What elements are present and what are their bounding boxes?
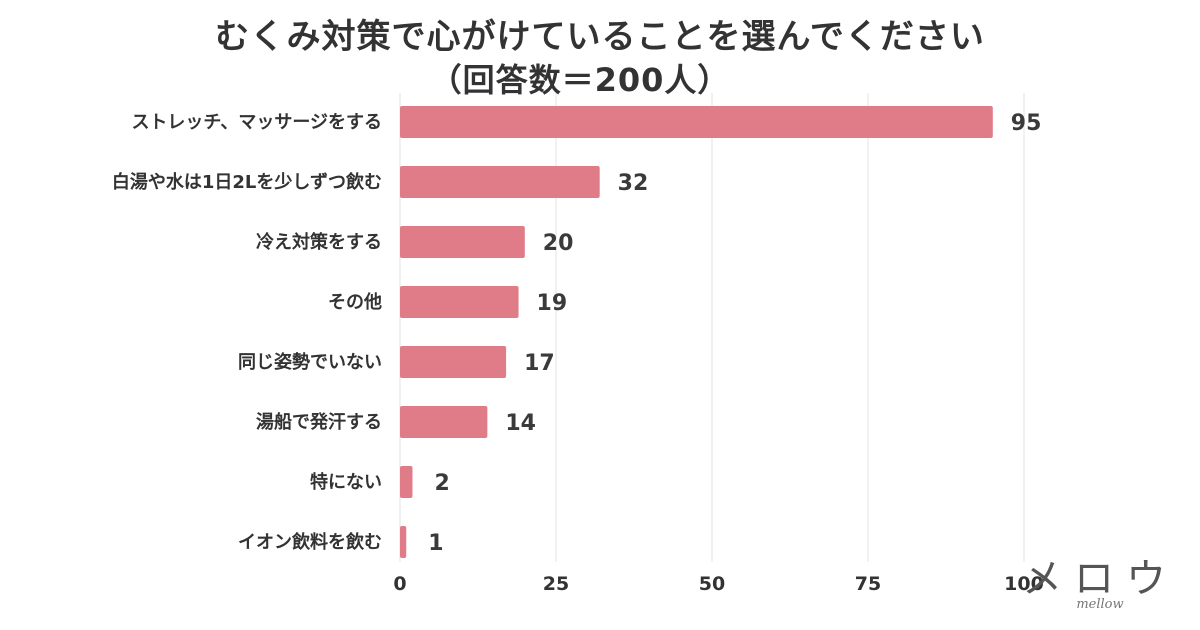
chart-title: むくみ対策で心がけていることを選んでください （回答数＝200人） <box>0 14 1200 100</box>
x-tick-label: 100 <box>1004 573 1044 595</box>
x-tick-label: 75 <box>855 573 881 595</box>
mellow-logo: メロウ mellow <box>1022 557 1178 612</box>
x-tick-label: 50 <box>699 573 725 595</box>
category-label: 冷え対策をする <box>256 231 382 253</box>
x-tick-label: 0 <box>393 573 406 595</box>
category-label: イオン飲料を飲む <box>238 531 382 553</box>
category-label: 同じ姿勢でいない <box>238 351 382 373</box>
chart-title-line1: むくみ対策で心がけていることを選んでください <box>215 17 985 57</box>
bar <box>400 226 525 258</box>
data-label: 20 <box>543 231 574 256</box>
bar <box>400 106 993 138</box>
bar <box>400 346 507 378</box>
x-tick-label: 25 <box>543 573 569 595</box>
bar <box>400 286 519 318</box>
bar <box>400 526 407 558</box>
category-label: その他 <box>328 291 382 313</box>
data-label: 14 <box>505 411 536 436</box>
data-label: 95 <box>1011 111 1042 136</box>
data-label: 32 <box>618 171 649 196</box>
data-label: 1 <box>428 531 443 556</box>
logo-main-text: メロウ <box>1022 556 1178 602</box>
bar <box>400 406 488 438</box>
bar <box>400 466 413 498</box>
logo-sub-text: mellow <box>1076 597 1124 612</box>
category-label: 湯船で発汗する <box>256 411 382 433</box>
category-label: 特にない <box>310 471 382 493</box>
category-label: 白湯や水は1日2Lを少しずつ飲む <box>112 171 382 193</box>
data-label: 17 <box>524 351 555 376</box>
chart-title-line2: （回答数＝200人） <box>429 61 731 99</box>
data-label: 19 <box>537 291 568 316</box>
bar <box>400 166 600 198</box>
data-label: 2 <box>434 471 449 496</box>
category-label: ストレッチ、マッサージをする <box>131 112 382 133</box>
